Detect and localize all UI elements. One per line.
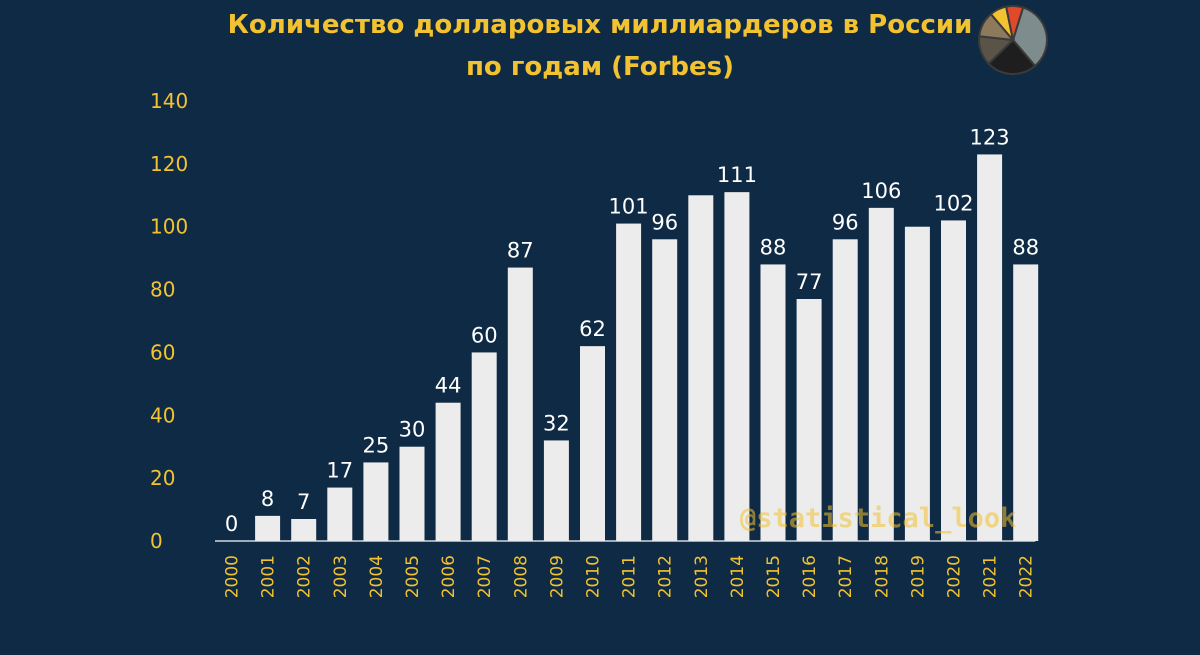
x-tick-label: 2013 [692,555,712,598]
bar-value-label: 44 [435,374,462,398]
y-tick-label: 60 [150,340,175,364]
x-tick-label: 2012 [656,555,676,598]
bar-value-label: 102 [933,191,973,215]
bar-value-label: 88 [1012,235,1039,259]
bar [255,515,281,541]
x-tick-label: 2008 [511,555,531,598]
bar [796,299,822,541]
y-tick-label: 0 [150,529,163,553]
x-tick-label: 2006 [439,555,459,598]
x-tick-label: 2018 [872,555,892,598]
x-tick-label: 2001 [259,555,279,598]
bar [471,352,497,541]
bar [904,226,930,541]
bar-value-label: 25 [363,433,390,457]
bar-value-label: 123 [970,125,1010,149]
x-tick-label: 2015 [764,555,784,598]
x-tick-label: 2017 [836,555,856,598]
y-tick-label: 120 [150,152,188,176]
bar [760,264,786,541]
x-tick-label: 2007 [475,555,495,598]
bar-value-label: 32 [543,411,570,435]
x-tick-label: 2005 [403,555,423,598]
y-tick-label: 20 [150,466,175,490]
y-tick-label: 80 [150,278,175,302]
bar [507,267,533,541]
chart-title-line-1: Количество долларовых миллиардеров в Рос… [227,10,973,40]
x-tick-label: 2011 [620,555,640,598]
bar-value-label: 60 [471,323,498,347]
bar [941,220,966,541]
bar [363,462,389,541]
bar-value-label: 88 [760,235,787,259]
bar-value-label: 96 [832,210,859,234]
x-tick-label: 2019 [908,555,928,598]
bar-value-label: 101 [609,195,649,219]
bar [291,519,317,541]
logo-pie-slice [1004,5,1025,41]
bar [399,446,425,541]
x-tick-label: 2022 [1017,555,1037,598]
bar [832,239,858,542]
bar-value-label: 0 [225,512,238,536]
bar-value-label: 17 [326,459,353,483]
logo-pie-slice [987,38,1037,75]
bar [652,239,678,542]
bar-value-label: 8 [261,487,274,511]
bar [724,192,750,541]
bar-value-label: 62 [579,317,606,341]
x-tick-label: 2016 [800,555,820,598]
x-tick-label: 2003 [331,555,351,598]
y-tick-label: 40 [150,403,175,427]
bar-value-label: 30 [399,418,426,442]
bar-value-label: 77 [796,270,823,294]
x-tick-label: 2021 [981,555,1001,598]
bar-value-label: 96 [651,210,678,234]
bar [977,154,1003,541]
bar-value-label: 7 [297,490,310,514]
bar [868,207,894,541]
bar [543,440,569,541]
x-tick-label: 2009 [547,555,567,598]
bar [435,402,461,541]
x-tick-label: 2014 [728,555,748,598]
bar [327,487,353,541]
x-tick-label: 2004 [367,555,387,598]
y-tick-label: 140 [150,89,188,113]
watermark: @statistical_look [740,503,1017,534]
logo-pie-slice [1011,6,1048,68]
bar [580,346,605,541]
bar [688,195,714,542]
x-tick-label: 2000 [223,555,243,598]
bar [1013,264,1039,541]
x-tick-label: 2002 [295,555,315,598]
chart-title: Количество долларовых миллиардеров в Рос… [200,4,1000,88]
x-tick-label: 2010 [584,555,604,598]
chart-title-line-2: по годам (Forbes) [465,52,735,82]
x-tick-label: 2020 [945,555,965,598]
y-tick-label: 100 [150,215,188,239]
pie-chart-logo-icon [978,5,1048,75]
bar-value-label: 111 [717,163,757,187]
bar-value-label: 106 [861,179,901,203]
bar [616,223,642,542]
bar-value-label: 87 [507,239,534,263]
